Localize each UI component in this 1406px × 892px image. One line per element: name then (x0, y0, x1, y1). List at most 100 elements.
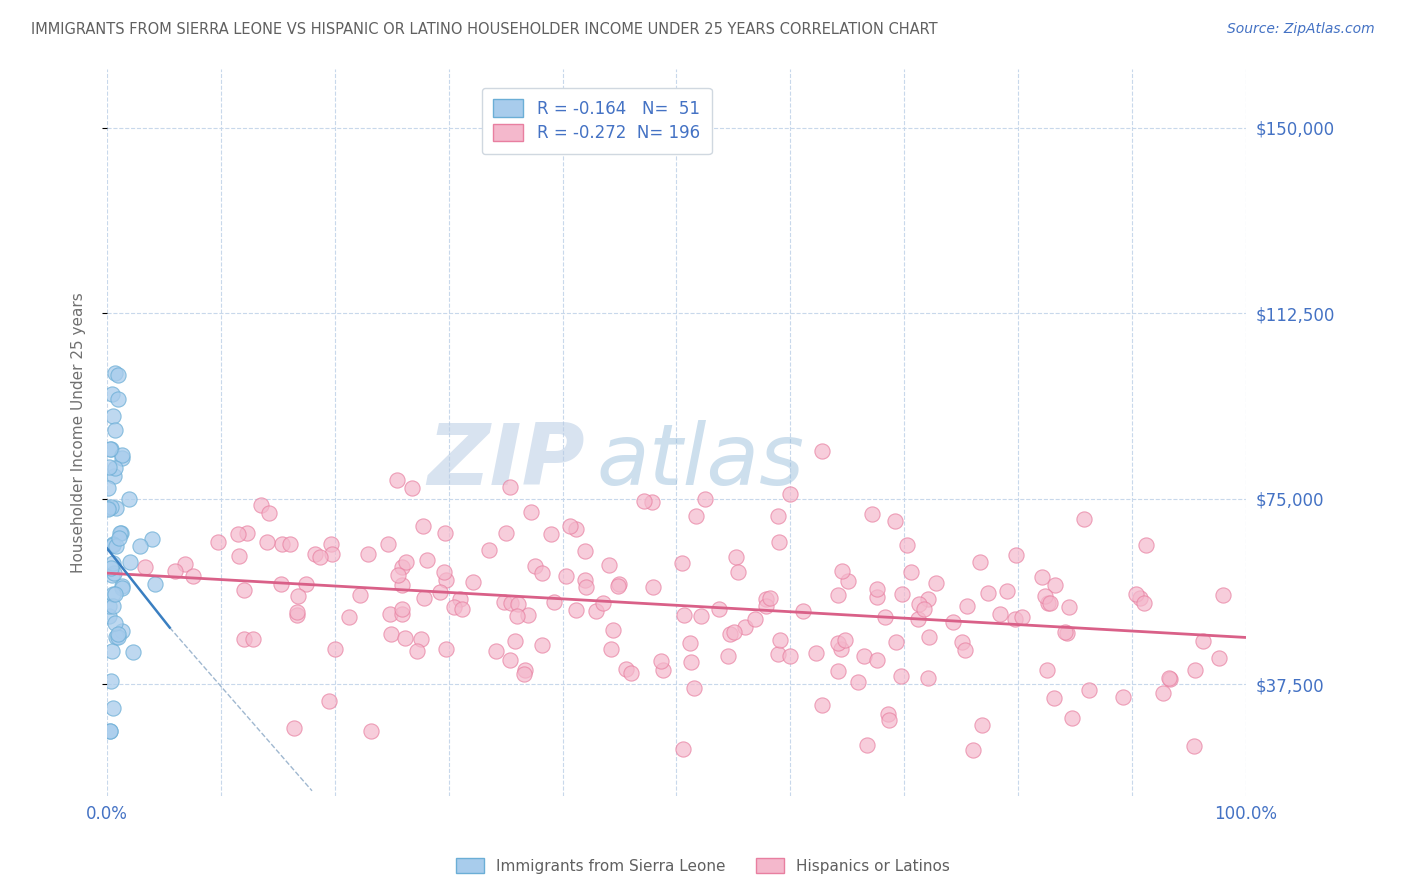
Point (401, 481, 423, 495)
Point (412, 519, 434, 533)
Point (270, 537, 292, 551)
Point (543, 595, 565, 609)
Point (953, 643, 976, 657)
Point (98, 724, 121, 739)
Point (1212, 588, 1234, 602)
Point (97, 501, 120, 516)
Point (97, 502, 120, 516)
Point (98, 442, 121, 456)
Point (1133, 597, 1156, 611)
Point (110, 526, 132, 541)
Point (810, 443, 832, 458)
Point (434, 574, 457, 588)
Point (97, 459, 120, 474)
Point (107, 368, 129, 382)
Point (100, 674, 122, 689)
Point (1033, 589, 1056, 603)
Point (505, 634, 527, 648)
Point (852, 649, 875, 664)
Point (387, 567, 409, 582)
Point (890, 587, 912, 601)
Point (129, 539, 152, 553)
Point (1035, 664, 1057, 678)
Text: ZIP: ZIP (427, 420, 585, 503)
Point (516, 608, 538, 623)
Point (412, 591, 434, 605)
Point (890, 669, 912, 683)
Point (727, 566, 749, 580)
Point (308, 550, 330, 565)
Point (285, 607, 308, 622)
Point (804, 646, 827, 660)
Point (925, 576, 948, 591)
Point (1184, 739, 1206, 754)
Point (519, 505, 541, 519)
Point (779, 486, 801, 500)
Point (104, 587, 127, 601)
Point (1152, 686, 1174, 700)
Point (226, 527, 249, 541)
Point (107, 627, 129, 641)
Point (962, 743, 984, 757)
Point (449, 591, 471, 606)
Point (768, 632, 790, 647)
Point (103, 367, 125, 381)
Point (540, 527, 562, 541)
Point (877, 706, 900, 721)
Point (495, 525, 517, 540)
Point (1184, 663, 1206, 677)
Point (1057, 600, 1080, 615)
Point (1042, 691, 1064, 706)
Point (98, 609, 121, 624)
Point (111, 582, 134, 596)
Point (256, 534, 278, 549)
Point (318, 694, 340, 708)
Point (101, 644, 124, 658)
Point (1004, 612, 1026, 626)
Point (856, 738, 879, 752)
Point (695, 491, 717, 506)
Point (681, 655, 703, 669)
Point (101, 599, 124, 613)
Point (98, 599, 121, 613)
Y-axis label: Householder Income Under 25 years: Householder Income Under 25 years (72, 292, 86, 573)
Point (879, 713, 901, 727)
Point (1054, 625, 1077, 640)
Point (755, 592, 778, 607)
Point (103, 468, 125, 483)
Point (107, 531, 129, 545)
Point (287, 589, 309, 603)
Point (499, 596, 522, 610)
Point (866, 652, 889, 666)
Point (513, 667, 536, 681)
Point (1060, 711, 1083, 725)
Point (602, 623, 624, 637)
Point (103, 615, 125, 630)
Point (650, 654, 672, 668)
Point (349, 589, 371, 603)
Point (141, 532, 163, 546)
Point (321, 547, 343, 561)
Point (718, 627, 741, 641)
Point (101, 537, 124, 551)
Point (643, 580, 665, 594)
Point (103, 701, 125, 715)
Point (104, 539, 127, 553)
Point (679, 636, 702, 650)
Point (443, 599, 465, 614)
Point (834, 633, 856, 648)
Point (886, 635, 908, 649)
Point (531, 566, 554, 580)
Point (827, 635, 849, 649)
Point (717, 648, 740, 663)
Point (592, 596, 614, 610)
Point (883, 515, 905, 529)
Point (173, 557, 195, 571)
Text: Source: ZipAtlas.com: Source: ZipAtlas.com (1227, 22, 1375, 37)
Text: IMMIGRANTS FROM SIERRA LEONE VS HISPANIC OR LATINO HOUSEHOLDER INCOME UNDER 25 Y: IMMIGRANTS FROM SIERRA LEONE VS HISPANIC… (31, 22, 938, 37)
Point (977, 586, 1000, 600)
Point (232, 582, 254, 597)
Point (283, 721, 305, 735)
Point (1159, 672, 1181, 686)
Point (641, 495, 664, 509)
